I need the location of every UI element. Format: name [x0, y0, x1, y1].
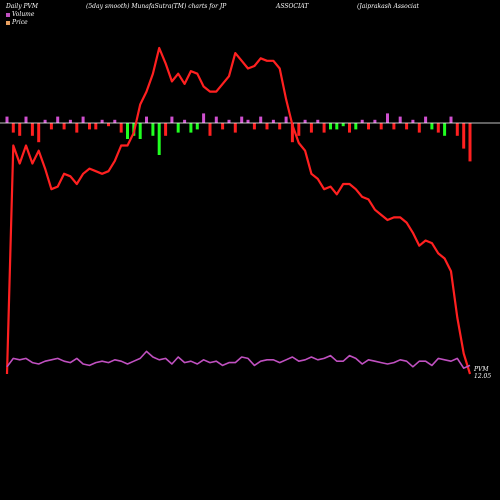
pvm-bar: [113, 119, 117, 123]
pvm-bar: [221, 123, 225, 130]
volume-line: [6, 350, 471, 370]
legend-price-label: Price: [12, 19, 28, 26]
pvm-bar: [297, 123, 301, 136]
pvm-bar: [316, 119, 320, 123]
header-symbol: ASSOCIAT: [276, 3, 309, 10]
pvm-bar: [202, 113, 206, 123]
pvm-bar: [246, 119, 250, 123]
pvm-bar: [24, 116, 28, 123]
header-title-right: (Jaiprakash Associat: [357, 3, 419, 10]
header-title-left: Daily PVM: [6, 3, 39, 10]
pvm-bar: [309, 123, 313, 133]
pvm-bar: [88, 123, 91, 130]
pvm-bar: [176, 123, 180, 133]
pvm-bar: [329, 123, 332, 130]
pvm-bar: [373, 119, 377, 123]
end-label-pvm: PVM: [473, 366, 489, 373]
pvm-bar: [379, 123, 383, 130]
pvm-bar: [367, 123, 370, 130]
pvm-bar: [278, 123, 282, 130]
pvm-bar: [411, 119, 415, 123]
pvm-bar: [398, 116, 402, 123]
pvm-bar: [360, 119, 364, 123]
pvm-bar: [30, 123, 34, 136]
pvm-bar: [164, 123, 168, 136]
pvm-bar: [436, 123, 440, 133]
pvm-bar: [271, 119, 275, 123]
pvm-bar: [259, 116, 263, 123]
pvm-bar: [5, 116, 9, 123]
pvm-bar: [233, 123, 237, 133]
pvm-bar: [405, 123, 409, 130]
end-label-value: 12.05: [474, 373, 491, 380]
pvm-bar: [157, 123, 161, 155]
pvm-bar: [354, 123, 358, 130]
pvm-bar: [348, 123, 351, 133]
pvm-bar: [49, 123, 53, 130]
pvm-bar: [68, 119, 72, 123]
pvm-bar: [455, 123, 459, 136]
pvm-bar: [107, 123, 110, 127]
pvm-bar: [443, 123, 447, 136]
pvm-bar: [62, 123, 66, 130]
pvm-bar: [417, 123, 421, 133]
pvm-bar: [303, 119, 307, 123]
pvm-bar: [240, 116, 244, 123]
pvm-bar: [138, 123, 142, 139]
pvm-bar: [386, 113, 389, 123]
pvm-bar: [11, 123, 15, 133]
pvm-bar: [424, 116, 428, 123]
legend-volume: Volume: [6, 11, 34, 18]
price-line: [5, 46, 472, 375]
pvm-bar: [214, 116, 218, 123]
legend-volume-swatch: [6, 12, 10, 17]
pvm-bar: [145, 116, 148, 123]
pvm-bar: [126, 123, 129, 139]
pvm-bar: [170, 116, 174, 123]
pvm-bar: [151, 123, 155, 136]
pvm-bar: [43, 119, 47, 123]
pvm-bar: [322, 123, 326, 133]
legend-price-swatch: [6, 20, 10, 25]
header-title-middle: (5day smooth) MunafaSutra(TM) charts for…: [86, 3, 227, 10]
pvm-bar: [449, 116, 453, 123]
pvm-bar: [265, 123, 269, 130]
pvm-bar: [18, 123, 22, 136]
pvm-bar: [119, 123, 123, 133]
pvm-bar: [94, 123, 98, 130]
pvm-bar: [290, 123, 294, 143]
pvm-bar: [468, 123, 472, 162]
pvm-bar: [341, 123, 345, 127]
pvm-bar: [100, 119, 104, 123]
pvm-bar: [335, 123, 339, 130]
pvm-bar: [392, 123, 396, 130]
pvm-bar: [183, 119, 187, 123]
pvm-bar: [284, 116, 288, 123]
legend-price: Price: [6, 19, 28, 26]
pvm-bar: [252, 123, 256, 130]
pvm-bar: [56, 116, 60, 123]
pvm-bar: [75, 123, 79, 133]
pvm-bar: [462, 123, 466, 149]
pvm-bar: [208, 123, 212, 136]
pvm-bar: [430, 123, 434, 130]
pvm-bar: [37, 123, 41, 143]
pvm-bar: [189, 123, 193, 133]
pvm-bar: [195, 123, 199, 130]
pvm-bar: [227, 119, 231, 123]
pvm-bar: [81, 116, 85, 123]
legend-volume-label: Volume: [12, 11, 35, 18]
